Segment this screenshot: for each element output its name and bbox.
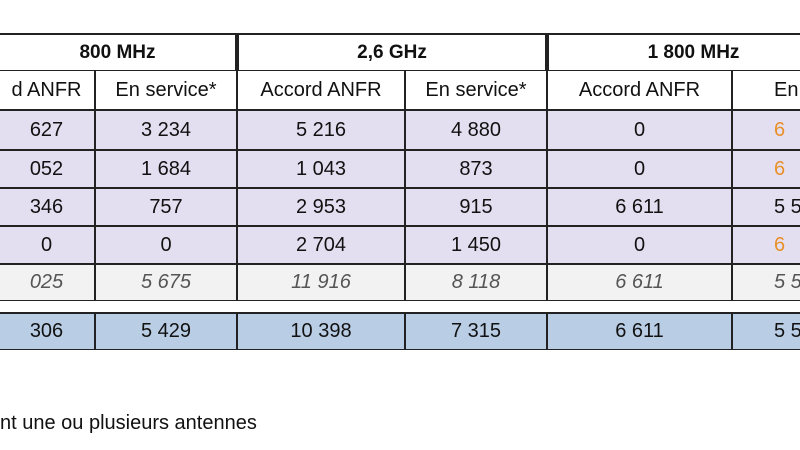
subtotal-cell: 5 5 bbox=[732, 264, 800, 301]
cell: 0 bbox=[547, 110, 732, 150]
total-cell: 306 bbox=[0, 312, 95, 350]
cell: 4 880 bbox=[405, 110, 547, 150]
cell: 5 216 bbox=[237, 110, 405, 150]
cell: 0 bbox=[0, 226, 95, 264]
column-header: En service* bbox=[405, 70, 547, 110]
total-cell: 10 398 bbox=[237, 312, 405, 350]
footnote: nt une ou plusieurs antennes bbox=[0, 412, 257, 434]
column-header: d ANFR bbox=[0, 70, 95, 110]
total-cell: 6 611 bbox=[547, 312, 732, 350]
cell: 346 bbox=[0, 188, 95, 226]
cell: 2 704 bbox=[237, 226, 405, 264]
cell: 915 bbox=[405, 188, 547, 226]
column-header: Accord ANFR bbox=[547, 70, 732, 110]
cell: 2 953 bbox=[237, 188, 405, 226]
cell: 873 bbox=[405, 150, 547, 188]
cell: 052 bbox=[0, 150, 95, 188]
cell: 5 5 bbox=[732, 188, 800, 226]
cell: 0 bbox=[547, 150, 732, 188]
subtotal-cell: 8 118 bbox=[405, 264, 547, 301]
total-cell: 5 5 bbox=[732, 312, 800, 350]
cell: 3 234 bbox=[95, 110, 237, 150]
cell: 0 bbox=[547, 226, 732, 264]
column-header: En service* bbox=[95, 70, 237, 110]
cell: 6 bbox=[732, 226, 800, 264]
subtotal-cell: 5 675 bbox=[95, 264, 237, 301]
cell: 6 bbox=[732, 150, 800, 188]
total-cell: 5 429 bbox=[95, 312, 237, 350]
group-header: 800 MHz bbox=[0, 33, 237, 71]
column-header: Accord ANFR bbox=[237, 70, 405, 110]
cell: 1 450 bbox=[405, 226, 547, 264]
group-header: 1 800 MHz bbox=[547, 33, 800, 71]
subtotal-cell: 025 bbox=[0, 264, 95, 301]
column-header: En se bbox=[732, 70, 800, 110]
cell: 0 bbox=[95, 226, 237, 264]
subtotal-cell: 11 916 bbox=[237, 264, 405, 301]
group-header: 2,6 GHz bbox=[237, 33, 547, 71]
subtotal-cell: 6 611 bbox=[547, 264, 732, 301]
cell: 6 bbox=[732, 110, 800, 150]
cell: 757 bbox=[95, 188, 237, 226]
cell: 1 043 bbox=[237, 150, 405, 188]
cell: 6 611 bbox=[547, 188, 732, 226]
cell: 1 684 bbox=[95, 150, 237, 188]
cell: 627 bbox=[0, 110, 95, 150]
total-cell: 7 315 bbox=[405, 312, 547, 350]
